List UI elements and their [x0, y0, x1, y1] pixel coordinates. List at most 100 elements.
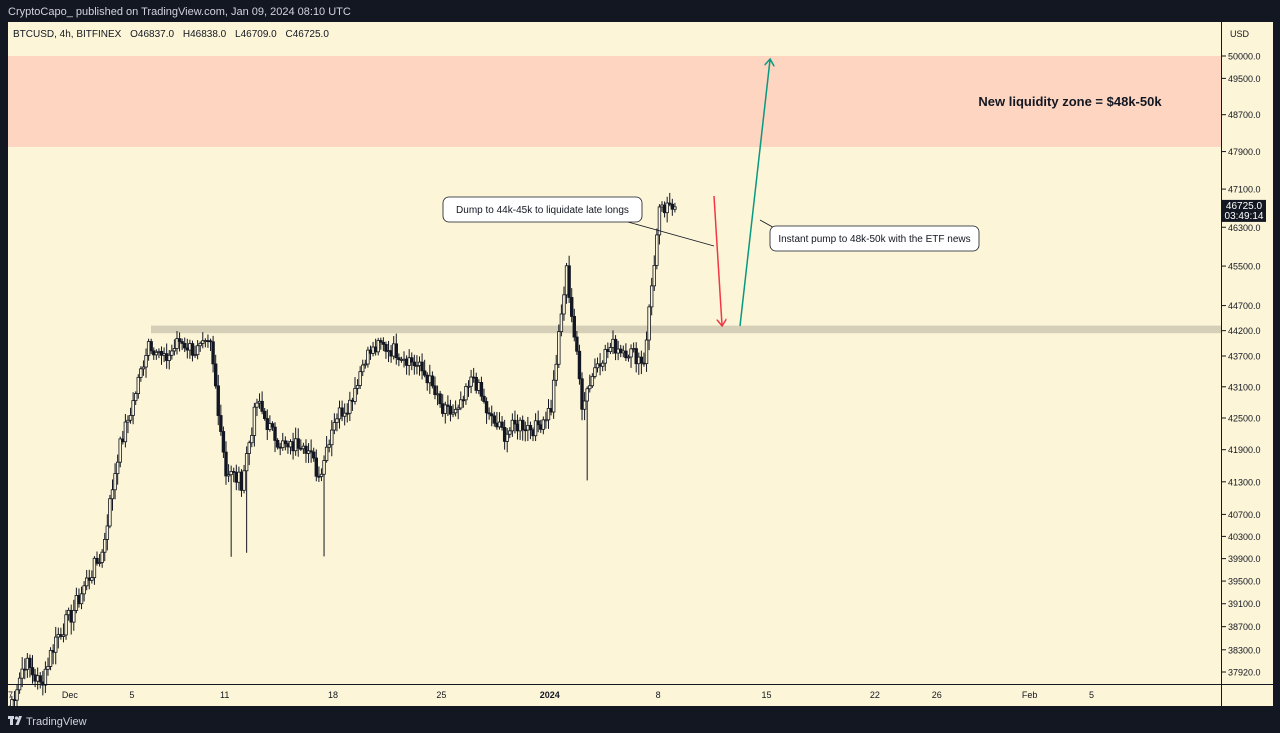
candle-body [304, 445, 308, 454]
candle-body [353, 387, 357, 402]
dump-arrow[interactable] [713, 195, 722, 325]
candle-body [588, 385, 592, 390]
candle-body [510, 419, 515, 432]
candle-body [603, 349, 607, 364]
candle-body [134, 393, 138, 402]
candle-body [575, 336, 579, 352]
price-tick-label: 43700.0 [1228, 351, 1261, 361]
candles [7, 192, 677, 720]
candle-body [644, 339, 649, 365]
ohlc-open: O46837.0 [130, 29, 174, 40]
candle-body [464, 386, 468, 401]
time-tick-label: 22 [870, 690, 880, 700]
candle-body [492, 415, 497, 424]
candle-body [139, 368, 143, 378]
candle-body [263, 410, 267, 419]
last-price-value: 46725.0 [1226, 201, 1263, 212]
candle-body [30, 667, 35, 676]
candle-body [247, 442, 251, 454]
time-tick-label: 27 [8, 690, 13, 700]
candle-body [296, 438, 300, 449]
price-axis[interactable]: 50000.0 49500.0 48700.0 47900.0 47100.0 46300… [1221, 52, 1261, 678]
price-tick-label: 49500.0 [1228, 74, 1261, 84]
candle-body [115, 461, 120, 475]
candle-body [95, 557, 99, 564]
candle-body [557, 331, 561, 365]
candle-body [358, 371, 362, 386]
time-axis[interactable]: 27 Dec 5 11 18 25 2024 8 15 22 26 Feb 5 [3, 690, 1094, 700]
candle-body [232, 471, 236, 473]
candle-body [361, 364, 365, 373]
candle-body [655, 234, 659, 266]
tradingview-logo-icon: TradingView [8, 716, 87, 728]
candle-body [567, 265, 571, 298]
candle-body [224, 451, 228, 477]
price-tick-label: 43100.0 [1228, 382, 1261, 392]
candle-body [193, 354, 197, 357]
candle-body [108, 498, 112, 527]
candle-body [585, 388, 589, 402]
candle-body [456, 407, 460, 410]
candle-body [626, 356, 631, 359]
candle-body [322, 460, 326, 475]
candle-body [105, 525, 110, 540]
candle-body [459, 399, 463, 409]
candle-body [448, 405, 453, 415]
candle-body [208, 340, 213, 343]
candle-body [466, 385, 471, 388]
candle-body [355, 385, 360, 389]
candle-body [490, 413, 494, 417]
candle-body [219, 415, 223, 432]
candle-body [443, 404, 447, 414]
currency-label: USD [1230, 29, 1250, 39]
candle-body [629, 348, 633, 358]
candle-body [84, 577, 89, 587]
candle-body [15, 689, 19, 701]
candle-body [513, 419, 517, 425]
tradingview-brand-text: TradingView [26, 716, 87, 728]
candle-body [412, 361, 417, 367]
candle-body [415, 365, 419, 367]
candle-body [131, 400, 135, 416]
pump-arrow[interactable] [739, 60, 770, 327]
pump-note-box[interactable] [769, 225, 980, 252]
price-tick-label: 44200.0 [1228, 326, 1261, 336]
candle-body [335, 418, 339, 423]
candle-body [64, 614, 68, 636]
candle-body [198, 342, 202, 347]
candle-body [559, 313, 564, 333]
candle-body [453, 408, 458, 414]
symbol-legend: BTCUSD, 4h, BITFINEX O46837.0 H46838.0 L… [13, 29, 329, 40]
ohlc-high: H46838.0 [183, 29, 227, 40]
candle-body [508, 430, 512, 435]
candle-body [608, 347, 613, 353]
price-tick-label: 39500.0 [1228, 577, 1261, 587]
chart-area[interactable]: Dump to 44k-45k to liquidate late longs … [3, 22, 1273, 720]
liquidity-zone[interactable] [8, 56, 1221, 147]
candle-body [487, 412, 491, 415]
price-chart[interactable]: Dump to 44k-45k to liquidate late longs … [3, 22, 1273, 720]
price-tick-label: 40300.0 [1228, 532, 1261, 542]
time-tick-label: Feb [1022, 690, 1038, 700]
time-tick-label: 2024 [540, 690, 560, 700]
tradingview-logo[interactable]: TradingView [8, 714, 118, 731]
price-tick-label: 37920.0 [1228, 668, 1261, 678]
pump-note-text: Instant pump to 48k-50k with the ETF new… [778, 234, 970, 245]
support-band[interactable] [151, 325, 1221, 334]
candle-body [366, 349, 370, 365]
candle-body [340, 407, 344, 417]
candle-body [582, 400, 587, 410]
candle-body [546, 407, 551, 421]
candle-body [38, 675, 42, 683]
published-by-text: CryptoCapo_ published on TradingView.com… [8, 6, 351, 18]
candle-body [544, 419, 548, 422]
candle-body [624, 350, 628, 359]
ohlc-low: L46709.0 [235, 29, 277, 40]
dump-note-box[interactable] [442, 196, 643, 223]
candle-body [283, 440, 288, 445]
candle-body [649, 285, 654, 308]
ohlc-close: C46725.0 [286, 29, 330, 40]
candle-body [195, 345, 200, 356]
candle-body [170, 350, 174, 356]
candle-body [226, 474, 231, 477]
